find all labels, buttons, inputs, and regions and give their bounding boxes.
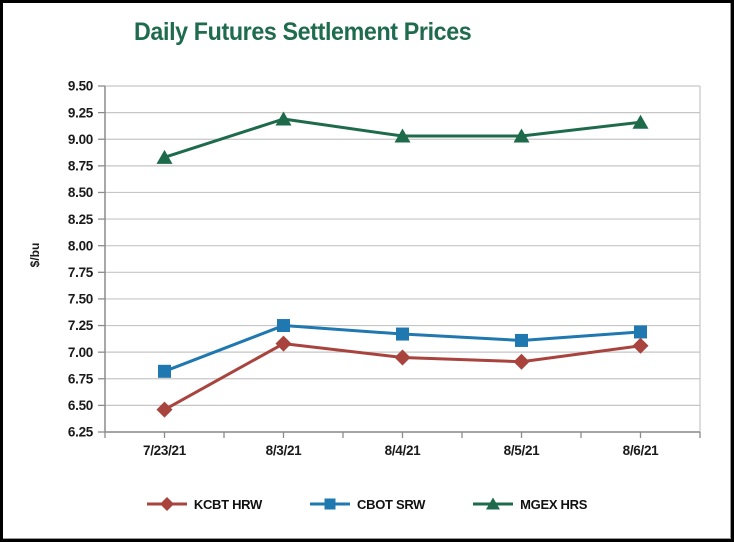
y-tick-label: 7.25	[68, 318, 94, 333]
y-tick-label: 6.50	[68, 398, 93, 413]
x-tick-label: 8/5/21	[504, 443, 541, 458]
legend-label: KCBT HRW	[193, 496, 263, 512]
marker-mgex-hrs	[394, 128, 411, 143]
marker-kcbt-hrw	[275, 335, 292, 352]
marker-cbot-srw	[634, 325, 647, 339]
x-tick-label: 8/6/21	[623, 443, 660, 458]
marker-kcbt-hrw	[513, 353, 530, 370]
y-tick-label: 6.25	[68, 425, 94, 440]
marker-cbot-srw	[158, 364, 171, 378]
marker-mgex-hrs	[156, 149, 173, 164]
marker-kcbt-hrw	[156, 401, 173, 418]
chart-title: Daily Futures Settlement Prices	[134, 18, 472, 46]
x-tick-label: 8/3/21	[266, 443, 303, 458]
y-tick-label: 7.75	[68, 265, 94, 280]
legend-triangle-icon	[473, 497, 514, 510]
marker-cbot-srw	[277, 319, 290, 333]
marker-mgex-hrs	[513, 128, 530, 143]
legend: KCBT HRW CBOT SRW MGEX HRS	[3, 495, 731, 513]
y-tick-label: 8.50	[68, 185, 93, 200]
y-tick-label: 8.75	[68, 159, 94, 174]
legend-diamond-icon	[146, 497, 187, 511]
legend-square-icon	[310, 498, 351, 510]
marker-kcbt-hrw	[632, 337, 649, 354]
y-tick-label: 6.75	[68, 371, 94, 386]
marker-mgex-hrs	[275, 111, 292, 126]
y-tick-label: 9.50	[68, 79, 93, 94]
y-tick-label: 9.25	[68, 105, 94, 120]
y-tick-label: 8.00	[68, 238, 93, 253]
y-tick-label: 7.00	[68, 345, 93, 360]
marker-cbot-srw	[396, 327, 409, 341]
y-tick-label: 8.25	[68, 212, 94, 227]
chart-canvas: 6.25 6.50 6.75 7.00 7.25 7.50 7.75 8.00 8.25 8.50…	[68, 79, 701, 458]
legend-item-kcbt-hrw: KCBT HRW	[146, 495, 263, 513]
x-tick-label: 7/23/21	[143, 443, 187, 458]
y-tick-label: 9.00	[68, 132, 93, 147]
marker-cbot-srw	[515, 333, 528, 347]
marker-kcbt-hrw	[394, 349, 411, 366]
legend-label: MGEX HRS	[520, 496, 588, 512]
marker-mgex-hrs	[632, 114, 649, 129]
x-tick-label: 8/4/21	[385, 443, 422, 458]
y-tick-label: 7.50	[68, 292, 93, 307]
legend-item-mgex-hrs: MGEX HRS	[473, 495, 587, 513]
legend-label: CBOT SRW	[357, 496, 426, 512]
legend-item-cbot-srw: CBOT SRW	[310, 495, 425, 513]
